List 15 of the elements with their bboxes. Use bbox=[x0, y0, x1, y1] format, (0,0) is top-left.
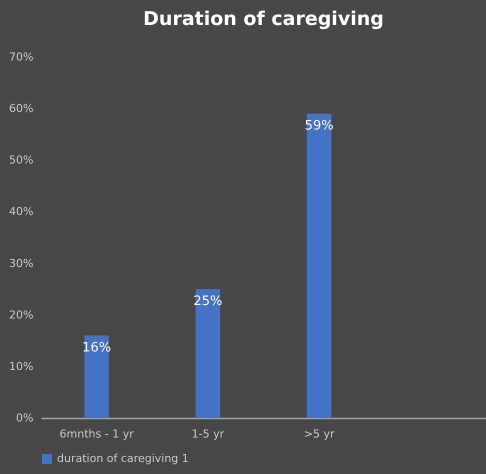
y-tick-label: 0% bbox=[16, 412, 34, 424]
x-tick-label: 1-5 yr bbox=[192, 428, 225, 440]
y-tick-label: 70% bbox=[9, 50, 34, 64]
x-tick-label: 6mnths - 1 yr bbox=[60, 428, 134, 440]
bar bbox=[196, 289, 220, 418]
y-tick-label: 50% bbox=[9, 154, 34, 167]
legend-label: duration of caregiving 1 bbox=[57, 452, 189, 465]
bar bbox=[306, 114, 332, 418]
chart-title: Duration of caregiving bbox=[143, 8, 384, 30]
y-tick-label: 10% bbox=[9, 360, 34, 373]
y-tick-label: 40% bbox=[9, 205, 34, 218]
y-tick-label: 30% bbox=[9, 256, 34, 270]
y-tick-label: 60% bbox=[9, 102, 34, 116]
x-tick-label: >5 yr bbox=[304, 428, 335, 440]
y-tick-label: 20% bbox=[9, 308, 34, 322]
